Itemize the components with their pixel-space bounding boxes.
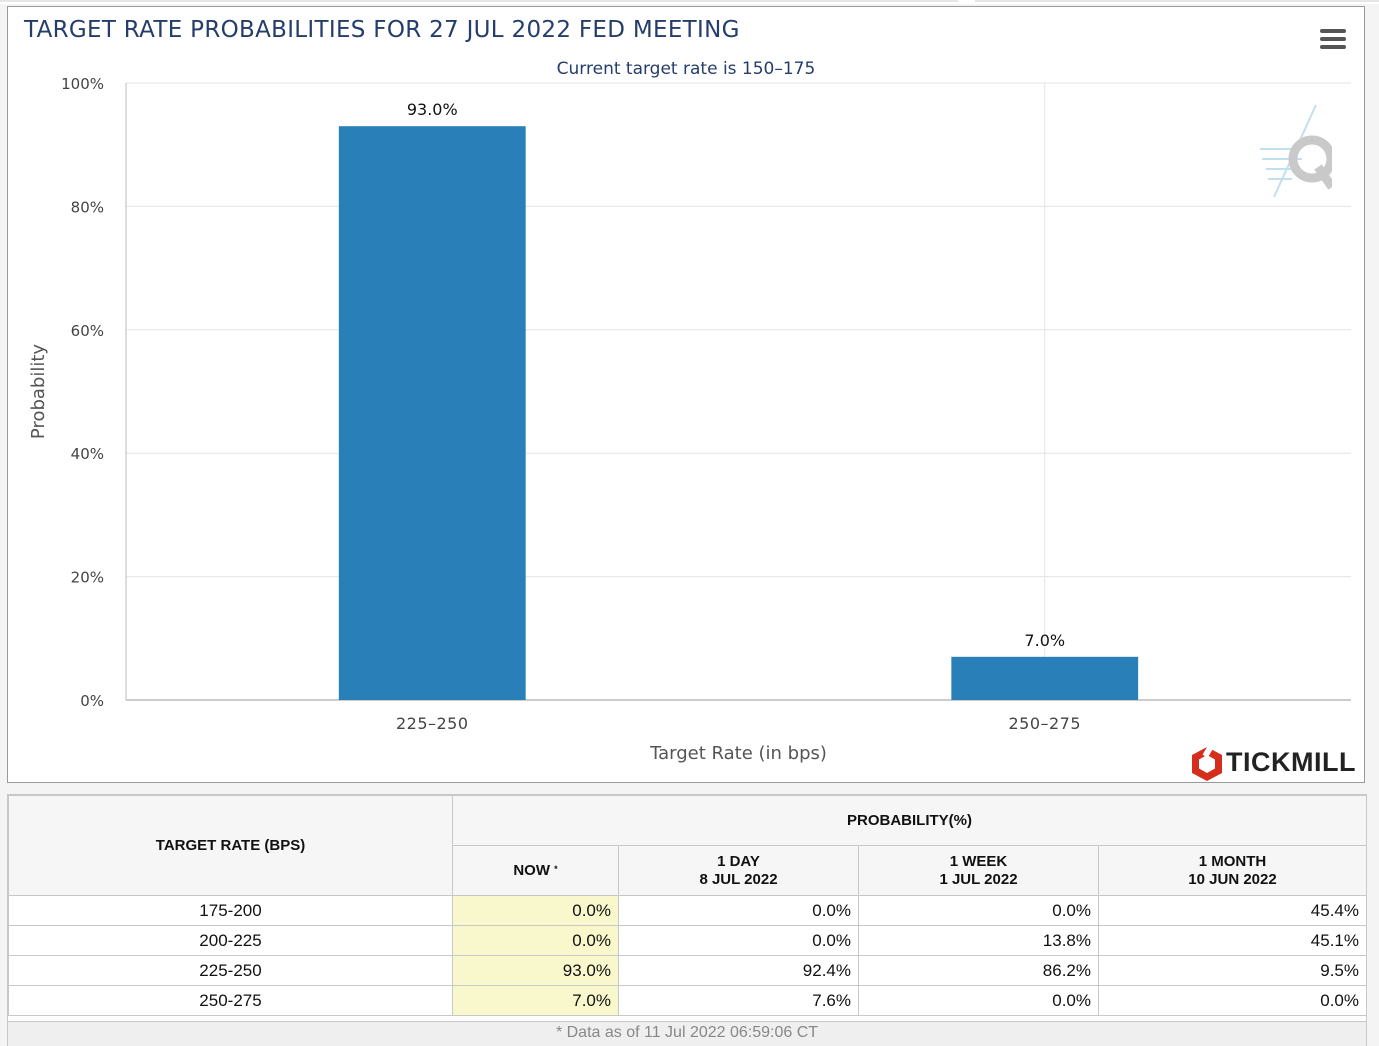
one-month-cell: 0.0% [1098,985,1367,1016]
table-row: 200-225 0.0% 0.0% 13.8% 45.1% [8,925,1367,956]
top-divider-right [975,0,1379,2]
x-tick-label: 250–275 [1008,714,1081,733]
now-cell: 0.0% [452,895,619,926]
chart-panel: TARGET RATE PROBABILITIES FOR 27 JUL 202… [7,6,1365,783]
one-day-date: 8 JUL 2022 [699,870,778,888]
one-week-label: 1 WEEK [949,852,1008,870]
hamburger-menu-icon [1320,29,1346,33]
y-tick-label: 80% [71,198,104,216]
one-week-cell: 0.0% [858,895,1099,926]
now-cell: 7.0% [452,985,619,1016]
data-timestamp-footnote: * Data as of 11 Jul 2022 06:59:06 CT [8,1021,1366,1046]
one-week-column-header: 1 WEEK 1 JUL 2022 [858,845,1099,896]
probability-table: TARGET RATE (BPS) PROBABILITY(%) NOW * 1… [8,795,1367,1016]
bar-chart: 0% 20% 40% 60% 80% 100% 93.0% 225–250 7.0% 250–27… [28,75,1351,764]
now-footnote-marker: * [554,863,558,874]
rate-cell: 225-250 [8,955,453,986]
y-tick-label: 40% [71,445,104,463]
one-week-date: 1 JUL 2022 [939,870,1018,888]
one-month-column-header: 1 MONTH 10 JUN 2022 [1098,845,1367,896]
table-row: 225-250 93.0% 92.4% 86.2% 9.5% [8,955,1367,986]
bar [338,126,526,700]
brand-name: TICKMILL [1226,747,1356,777]
now-header-label: NOW [513,861,550,879]
rate-cell: 200-225 [8,925,453,956]
one-day-column-header: 1 DAY 8 JUL 2022 [618,845,859,896]
y-tick-label: 60% [71,322,104,340]
now-cell: 0.0% [452,925,619,956]
one-month-label: 1 MONTH [1198,852,1267,870]
y-tick-label: 20% [71,569,104,587]
top-divider-left [0,0,958,2]
data-label: 7.0% [1024,631,1065,650]
chart-menu-button[interactable] [1318,27,1348,53]
one-month-date: 10 JUN 2022 [1188,870,1277,888]
now-cell: 93.0% [452,955,619,986]
table-row: 250-275 7.0% 7.6% 0.0% 0.0% [8,985,1367,1016]
one-week-cell: 86.2% [858,955,1099,986]
y-tick-label: 100% [61,75,104,93]
x-tick-label: 225–250 [396,714,469,733]
one-week-cell: 0.0% [858,985,1099,1016]
rate-cell: 175-200 [8,895,453,926]
one-day-label: 1 DAY [717,852,760,870]
x-axis-title: Target Rate (in bps) [649,743,827,764]
one-day-cell: 7.6% [618,985,859,1016]
q-watermark-icon [1260,104,1332,198]
one-month-cell: 9.5% [1098,955,1367,986]
y-tick-label: 0% [80,692,104,710]
one-day-cell: 0.0% [618,925,859,956]
chart-title: TARGET RATE PROBABILITIES FOR 27 JUL 202… [24,17,740,43]
bar [951,656,1139,700]
one-day-cell: 0.0% [618,895,859,926]
rate-cell: 250-275 [8,985,453,1016]
one-month-cell: 45.1% [1098,925,1367,956]
y-axis-title: Probability [28,344,49,439]
table-row: 175-200 0.0% 0.0% 0.0% 45.4% [8,895,1367,926]
probability-table-panel: TARGET RATE (BPS) PROBABILITY(%) NOW * 1… [7,794,1367,1046]
target-rate-header: TARGET RATE (BPS) [8,795,453,896]
data-label: 93.0% [407,100,458,119]
probability-header: PROBABILITY(%) [452,795,1367,846]
top-strip [0,0,1379,4]
one-month-cell: 45.4% [1098,895,1367,926]
tickmill-hexagon-icon [1192,745,1222,781]
hamburger-menu-icon-bar [1320,45,1346,49]
chart-subtitle: Current target rate is 150–175 [556,59,816,79]
one-week-cell: 13.8% [858,925,1099,956]
tickmill-logo: TICKMILL [1184,743,1364,783]
one-day-cell: 92.4% [618,955,859,986]
hamburger-menu-icon-bar [1320,37,1346,41]
now-column-header: NOW * [452,845,619,896]
